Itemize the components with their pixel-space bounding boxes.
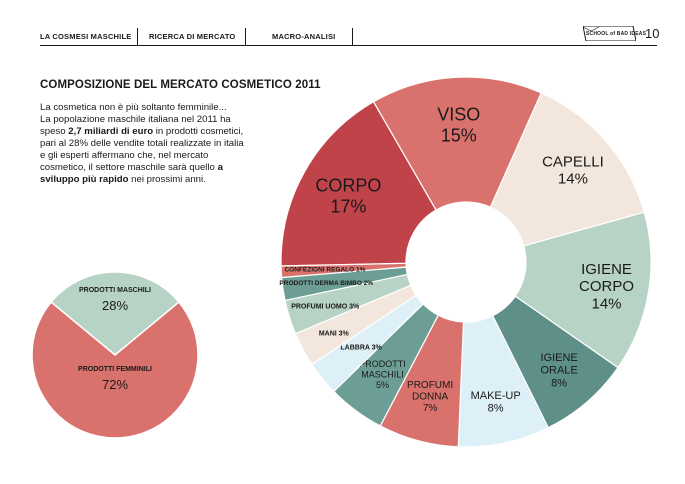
donut-label-prodotti-maschili-line: 5% <box>376 380 389 390</box>
donut-label-make-up-line: MAKE-UP <box>471 390 521 402</box>
donut-slice-capelli <box>489 92 645 247</box>
donut-label-igiene-orale-line: 8% <box>551 377 567 389</box>
donut-label-mani: MANI 3% <box>319 330 350 337</box>
nav-divider <box>137 28 138 45</box>
intro-line: La cosmetica non è più soltanto femminil… <box>40 102 227 113</box>
small-pie-label-prodotti-femminili-line: PRODOTTI FEMMINILI <box>78 366 152 373</box>
donut-label-profumi-donna-line: 7% <box>423 403 438 414</box>
donut-label-igiene-orale: IGIENE ORALE 8% <box>540 352 577 389</box>
donut-label-prodotti-maschili-line: MASCHILI <box>361 370 404 380</box>
donut-label-capelli: CAPELLI 14% <box>542 153 604 187</box>
donut-label-make-up: MAKE-UP 8% <box>471 390 521 415</box>
page-number: 10 <box>645 26 660 41</box>
donut-label-profumi-donna: PROFUMI DONNA 7% <box>407 380 453 414</box>
small-pie-label-prodotti-femminili: PRODOTTI FEMMINILI <box>78 366 152 373</box>
logo <box>583 26 636 41</box>
donut-label-profumi-uomo: PROFUMI UOMO 3% <box>291 304 360 311</box>
intro-highlight: a sviluppo più rapido <box>40 162 223 185</box>
small-pie-label-prodotti-maschili: PRODOTTI MASCHILI <box>79 287 151 294</box>
intro-text: in prodotti cosmetici, pari al 28% delle… <box>40 126 244 173</box>
donut-label-igiene-orale-line: ORALE <box>540 365 577 377</box>
nav-divider <box>245 28 246 45</box>
donut-label-igiene-corpo-line: 14% <box>591 295 621 312</box>
donut-label-profumi-donna-line: PROFUMI <box>407 380 453 391</box>
donut-slice-viso <box>372 76 543 211</box>
donut-label-igiene-corpo-line: CORPO <box>579 278 634 295</box>
donut-label-capelli-line: CAPELLI <box>542 153 604 170</box>
donut-label-igiene-orale-line: IGIENE <box>540 352 577 364</box>
header-rule <box>40 45 657 46</box>
small-pie-label-prodotti-maschili-line: PRODOTTI MASCHILI <box>79 287 151 294</box>
nav-divider <box>352 28 353 45</box>
donut-label-labbra: LABBRA 3% <box>340 344 382 351</box>
donut-label-prodotti-maschili: PRODOTTI MASCHILI 5% <box>359 359 406 390</box>
logo-text: SCHOOL of BAD IDEAS <box>586 31 647 37</box>
donut-slice-igiene-corpo <box>514 211 652 369</box>
donut-label-corpo-line: 17% <box>330 196 366 216</box>
donut-label-confezioni-regalo-line: CONFEZIONI REGALO 1% <box>284 267 365 274</box>
small-pie-slice-prodotti-femminili <box>31 301 199 439</box>
intro-text: nei prossimi anni. <box>128 174 206 185</box>
intro-highlight: 2,7 miliardi di euro <box>68 126 154 137</box>
small-pie-value-prodotti-femminili-line: 72% <box>102 377 128 392</box>
donut-label-profumi-donna-line: DONNA <box>412 392 448 403</box>
donut-label-profumi-uomo-line: PROFUMI UOMO 3% <box>291 304 360 311</box>
small-pie-value-prodotti-maschili-line: 28% <box>102 298 128 313</box>
nav-item-macro-analisi[interactable]: MACRO-ANALISI <box>272 32 336 41</box>
intro-paragraph: La cosmetica non è più soltanto femminil… <box>40 102 245 186</box>
small-pie-slice-prodotti-maschili <box>49 271 181 356</box>
donut-label-corpo: CORPO 17% <box>315 176 381 217</box>
donut-label-capelli-line: 14% <box>558 171 588 188</box>
donut-label-viso-line: 15% <box>441 125 477 145</box>
donut-label-make-up-line: 8% <box>488 403 504 415</box>
donut-label-igiene-corpo: IGIENE CORPO 14% <box>579 261 634 313</box>
donut-label-labbra-line: LABBRA 3% <box>340 344 382 351</box>
page-title: COMPOSIZIONE DEL MERCATO COSMETICO 2011 <box>40 79 321 91</box>
donut-label-corpo-line: CORPO <box>315 176 381 196</box>
donut-label-prodotti-derma-bimbo: PRODOTTI DERMA BIMBO 2% <box>279 280 373 287</box>
nav-item-cosmesi-maschile[interactable]: LA COSMESI MASCHILE <box>40 32 132 41</box>
small-pie-value-prodotti-femminili: 72% <box>102 377 128 392</box>
donut-slice-corpo <box>280 100 437 267</box>
small-pie-value-prodotti-maschili: 28% <box>102 298 128 313</box>
donut-label-igiene-corpo-line: IGIENE <box>581 261 632 278</box>
intro-text: La popolazione maschile italiana nel 201… <box>40 114 231 137</box>
nav-item-ricerca-di-mercato[interactable]: RICERCA DI MERCATO <box>149 32 236 41</box>
donut-label-mani-line: MANI 3% <box>319 330 350 337</box>
donut-label-viso: VISO 15% <box>437 105 480 146</box>
donut-label-prodotti-derma-bimbo-line: PRODOTTI DERMA BIMBO 2% <box>279 280 373 287</box>
donut-label-confezioni-regalo: CONFEZIONI REGALO 1% <box>284 267 365 274</box>
donut-label-prodotti-maschili-line: PRODOTTI <box>359 359 406 369</box>
donut-label-viso-line: VISO <box>437 105 480 125</box>
